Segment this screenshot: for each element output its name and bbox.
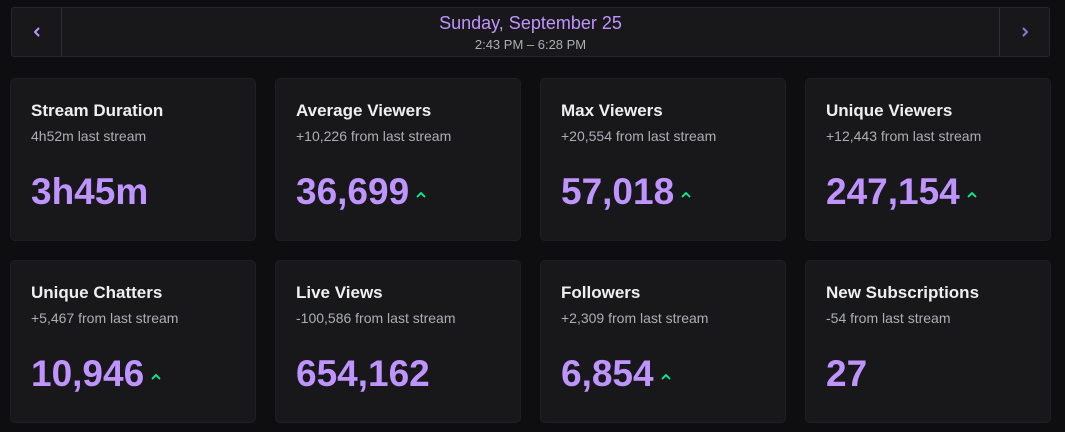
stat-card: Max Viewers +20,554 from last stream 57,01… xyxy=(541,79,785,240)
stat-value: 6,854 xyxy=(561,353,654,394)
stat-value: 654,162 xyxy=(296,353,430,394)
stat-title: Followers xyxy=(561,283,641,302)
stat-title: New Subscriptions xyxy=(826,283,980,302)
stat-card: New Subscriptions -54 from last stream 27 xyxy=(806,261,1050,422)
stats-grid: Stream Duration 4h52m last stream 3h45m Ave… xyxy=(11,79,1051,424)
stat-value-row: 27 xyxy=(826,352,867,396)
stat-card: Stream Duration 4h52m last stream 3h45m xyxy=(11,79,255,240)
stat-card: Average Viewers +10,226 from last stream 3… xyxy=(276,79,520,240)
stat-value-row: 654,162 xyxy=(296,352,430,396)
stat-value-row: 247,154 xyxy=(826,170,977,214)
stat-comparison: +10,226 from last stream xyxy=(296,128,452,144)
chevron-right-icon xyxy=(1021,27,1029,37)
stream-date: Sunday, September 25 xyxy=(439,13,622,33)
stat-value: 247,154 xyxy=(826,171,960,212)
stat-comparison: +2,309 from last stream xyxy=(561,310,709,326)
stat-comparison: +5,467 from last stream xyxy=(31,310,179,326)
stat-value: 10,946 xyxy=(31,353,145,394)
trend-up-icon xyxy=(681,191,691,198)
stat-comparison: -54 from last stream xyxy=(826,310,951,326)
stat-card: Followers +2,309 from last stream 6,854 xyxy=(541,261,785,422)
stat-title: Average Viewers xyxy=(296,101,432,120)
date-navigator: Sunday, September 25 2:43 PM – 6:28 PM xyxy=(11,7,1050,57)
stat-comparison: -100,586 from last stream xyxy=(296,310,456,326)
stat-comparison: +12,443 from last stream xyxy=(826,128,982,144)
trend-up-icon xyxy=(151,373,161,380)
stat-card: Unique Chatters +5,467 from last stream 10… xyxy=(11,261,255,422)
stat-value: 57,018 xyxy=(561,171,675,212)
previous-stream-button[interactable] xyxy=(12,8,62,56)
stat-title: Unique Viewers xyxy=(826,101,953,120)
stat-comparison: +20,554 from last stream xyxy=(561,128,717,144)
stat-title: Live Views xyxy=(296,283,383,302)
stat-value: 36,699 xyxy=(296,171,410,212)
stat-card: Unique Viewers +12,443 from last stream 24… xyxy=(806,79,1050,240)
stat-value-row: 57,018 xyxy=(561,170,691,214)
stat-value: 3h45m xyxy=(31,171,149,212)
stat-value: 27 xyxy=(826,353,868,394)
stat-value-row: 6,854 xyxy=(561,352,671,396)
chevron-left-icon xyxy=(33,27,41,37)
stat-title: Unique Chatters xyxy=(31,283,163,302)
stat-comparison: 4h52m last stream xyxy=(31,128,147,144)
stat-title: Max Viewers xyxy=(561,101,663,120)
stat-value-row: 36,699 xyxy=(296,170,426,214)
stat-value-row: 3h45m xyxy=(31,170,148,214)
stream-date-display: Sunday, September 25 2:43 PM – 6:28 PM xyxy=(61,8,1000,56)
trend-up-icon xyxy=(416,191,426,198)
stat-value-row: 10,946 xyxy=(31,352,161,396)
stat-title: Stream Duration xyxy=(31,101,164,120)
trend-up-icon xyxy=(661,373,671,380)
trend-up-icon xyxy=(967,191,977,198)
next-stream-button[interactable] xyxy=(999,8,1049,56)
stat-card: Live Views -100,586 from last stream 654,1… xyxy=(276,261,520,422)
stream-time-range: 2:43 PM – 6:28 PM xyxy=(474,37,587,52)
